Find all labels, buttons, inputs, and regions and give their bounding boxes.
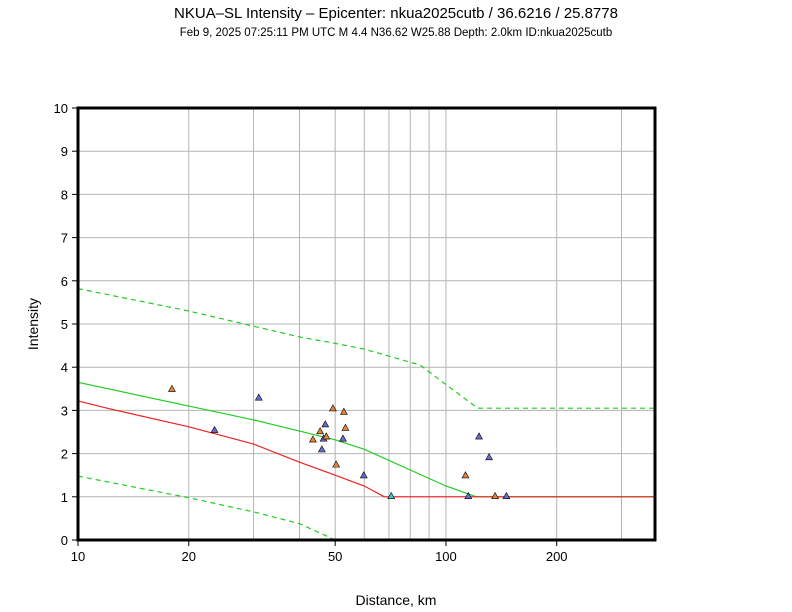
series-lines	[77, 288, 655, 541]
station-marker	[332, 460, 341, 468]
x-tick-label: 200	[546, 549, 568, 564]
station-marker	[309, 435, 317, 443]
y-tick-label: 2	[61, 447, 68, 462]
station-marker	[321, 420, 330, 428]
station-marker	[339, 407, 348, 415]
y-tick-label: 3	[61, 403, 68, 418]
station-marker	[341, 423, 350, 431]
station-markers	[168, 384, 511, 499]
station-marker	[502, 491, 511, 499]
y-tick-label: 8	[61, 187, 68, 202]
x-axis-label: Distance, km	[356, 592, 437, 608]
x-tick-label: 100	[435, 549, 457, 564]
station-marker	[485, 453, 493, 461]
series-green-dashed	[77, 475, 336, 541]
series-red-solid	[77, 400, 655, 498]
chart-title: NKUA–SL Intensity – Epicenter: nkua2025c…	[174, 5, 618, 22]
grid	[78, 108, 655, 540]
x-tick-label: 20	[182, 549, 196, 564]
x-tick-label: 50	[328, 549, 342, 564]
series-green-dashed	[77, 288, 655, 409]
y-tick-label: 7	[61, 231, 68, 246]
y-tick-label: 4	[61, 360, 68, 375]
y-tick-label: 0	[61, 533, 68, 548]
station-marker	[254, 393, 263, 401]
y-tick-labels: 0 1 2 3 4 5 6 7 8 9 10	[54, 101, 78, 548]
station-marker	[322, 432, 331, 440]
x-tick-label: 10	[71, 549, 85, 564]
station-marker	[359, 471, 368, 479]
station-marker	[316, 427, 325, 435]
station-marker	[461, 471, 470, 479]
y-tick-label: 5	[61, 317, 68, 332]
station-marker	[210, 425, 219, 433]
y-tick-label: 1	[61, 490, 68, 505]
station-marker	[387, 491, 396, 499]
station-marker	[464, 491, 473, 499]
station-marker	[168, 384, 176, 392]
series-green-solid	[77, 381, 655, 498]
station-marker	[339, 434, 347, 442]
station-marker	[475, 432, 483, 440]
y-tick-label: 9	[61, 144, 68, 159]
x-tick-labels: 10 20 50 100 200	[71, 540, 568, 564]
station-marker	[329, 404, 337, 412]
y-axis-label: Intensity	[25, 298, 41, 350]
y-tick-label: 6	[61, 274, 68, 289]
station-marker	[491, 491, 499, 499]
y-tick-label: 10	[54, 101, 68, 116]
station-marker	[317, 445, 326, 453]
chart-subtitle: Feb 9, 2025 07:25:11 PM UTC M 4.4 N36.62…	[180, 27, 613, 39]
